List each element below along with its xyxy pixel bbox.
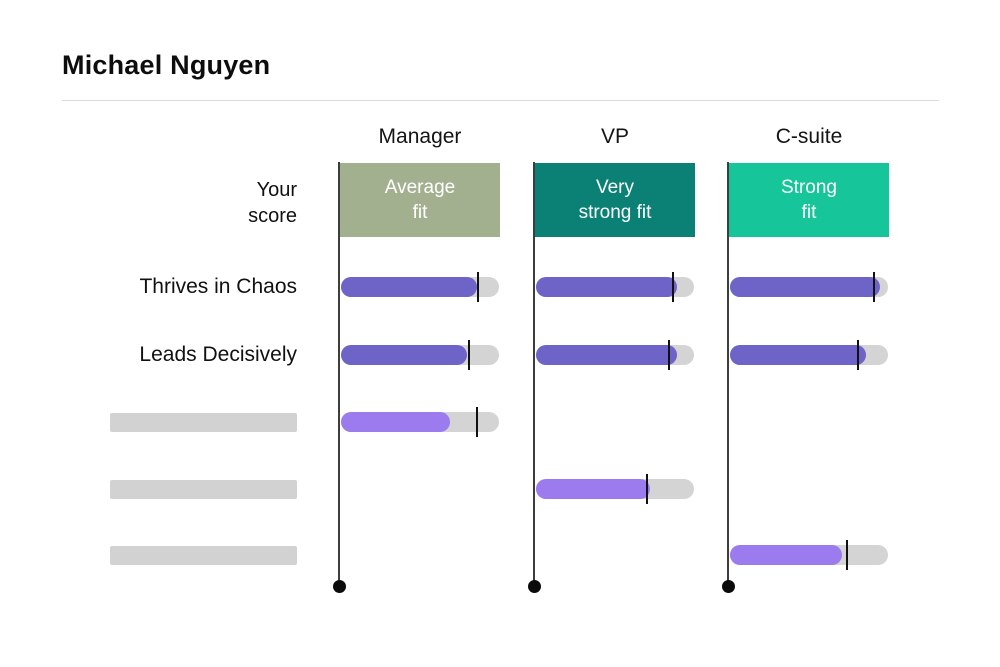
column-header-vp: VP xyxy=(600,125,629,148)
fit-badge-line: strong fit xyxy=(578,202,652,223)
fit-badge-csuite: Strong fit xyxy=(729,163,889,237)
benchmark-tick xyxy=(672,272,675,302)
score-bar-fill xyxy=(341,277,477,297)
fit-badge-line: Average xyxy=(384,177,456,198)
row-label: Leads Decisively xyxy=(139,343,297,366)
benchmark-tick xyxy=(856,340,859,370)
axis-endpoint-dot xyxy=(721,580,735,593)
benchmark-tick xyxy=(667,340,670,370)
score-bar-fill xyxy=(730,545,843,565)
fit-badge-manager: Average fit xyxy=(340,163,500,237)
axis-endpoint-dot xyxy=(332,580,346,593)
fit-badge-line: fit xyxy=(801,202,817,223)
redacted-row-label xyxy=(110,412,297,432)
benchmark-tick xyxy=(467,340,470,370)
column-header-csuite: C-suite xyxy=(775,125,843,148)
score-bar-fill xyxy=(536,277,677,297)
score-bar-fill xyxy=(341,412,451,432)
score-bar-fill xyxy=(536,479,650,499)
row-label: Thrives in Chaos xyxy=(139,275,297,298)
fit-badge-vp: Very strong fit xyxy=(535,163,695,237)
page-title: Michael Nguyen xyxy=(62,50,271,80)
axis-line-manager xyxy=(338,162,340,586)
fit-badge-line: fit xyxy=(412,202,428,223)
redacted-row-label xyxy=(110,545,297,565)
benchmark-tick xyxy=(845,540,848,570)
title-divider xyxy=(62,100,939,101)
axis-line-vp xyxy=(533,162,535,586)
score-bar-fill xyxy=(730,277,881,297)
your-score-line: Your xyxy=(256,179,297,201)
score-bar-fill xyxy=(730,345,866,365)
score-bar-fill xyxy=(341,345,468,365)
fit-badge-line: Strong xyxy=(781,177,837,198)
your-score-label: Your score xyxy=(100,177,297,229)
axis-endpoint-dot xyxy=(527,580,541,593)
column-header-manager: Manager xyxy=(378,125,462,148)
benchmark-tick xyxy=(477,272,480,302)
benchmark-tick xyxy=(475,407,478,437)
fit-badge-line: Very xyxy=(595,177,635,198)
your-score-line: score xyxy=(248,205,297,227)
axis-line-csuite xyxy=(727,162,729,586)
redacted-row-label xyxy=(110,479,297,499)
score-bar-fill xyxy=(536,345,677,365)
benchmark-tick xyxy=(645,474,648,504)
benchmark-tick xyxy=(872,272,875,302)
